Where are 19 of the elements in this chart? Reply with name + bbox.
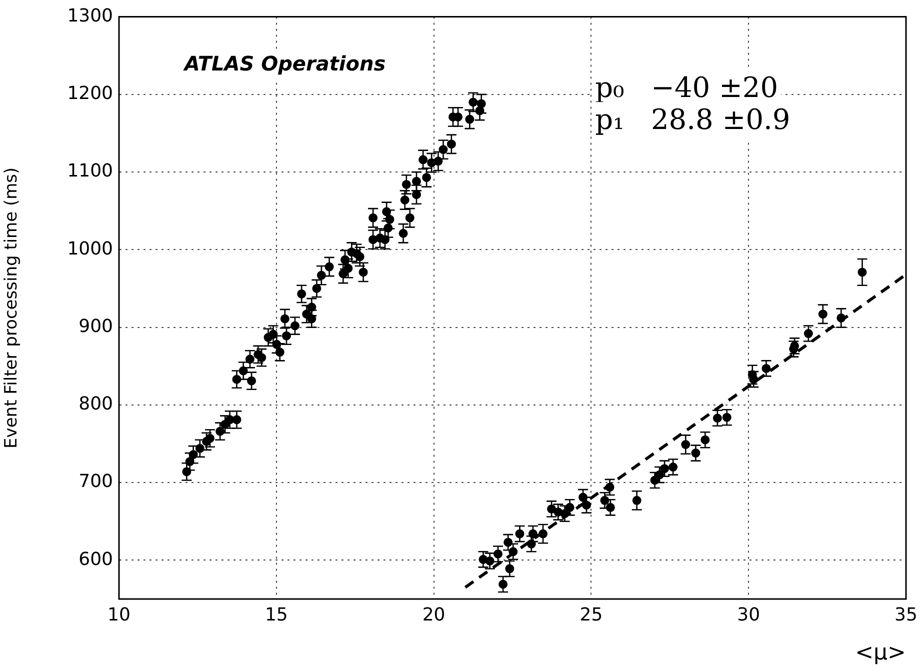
y-tick-label: 900 <box>78 316 113 337</box>
y-tick-label: 1200 <box>67 83 113 104</box>
y-tick-label: 700 <box>78 471 113 492</box>
y-tick-label: 1000 <box>67 238 113 260</box>
y-tick-label: 600 <box>78 548 113 570</box>
x-axis-title: <μ> <box>855 640 906 666</box>
y-axis-title: Event Filter processing time (ms) <box>2 167 22 448</box>
x-tick-label: 10 <box>108 604 130 626</box>
annotation: p₀ −40 ±20 <box>595 70 778 104</box>
x-tick-label: 35 <box>894 604 918 626</box>
x-tick-label: 20 <box>422 604 446 626</box>
x-tick-label: 30 <box>737 604 760 626</box>
y-tick-label: 1300 <box>67 5 113 26</box>
x-tick-label: 15 <box>264 604 288 626</box>
annotation: ATLAS Operations <box>182 51 386 76</box>
y-tick-label: 1100 <box>67 160 113 182</box>
y-tick-label: 800 <box>78 394 113 415</box>
annotation: p₁ 28.8 ±0.9 <box>595 102 790 136</box>
x-tick-label: 25 <box>580 604 603 626</box>
